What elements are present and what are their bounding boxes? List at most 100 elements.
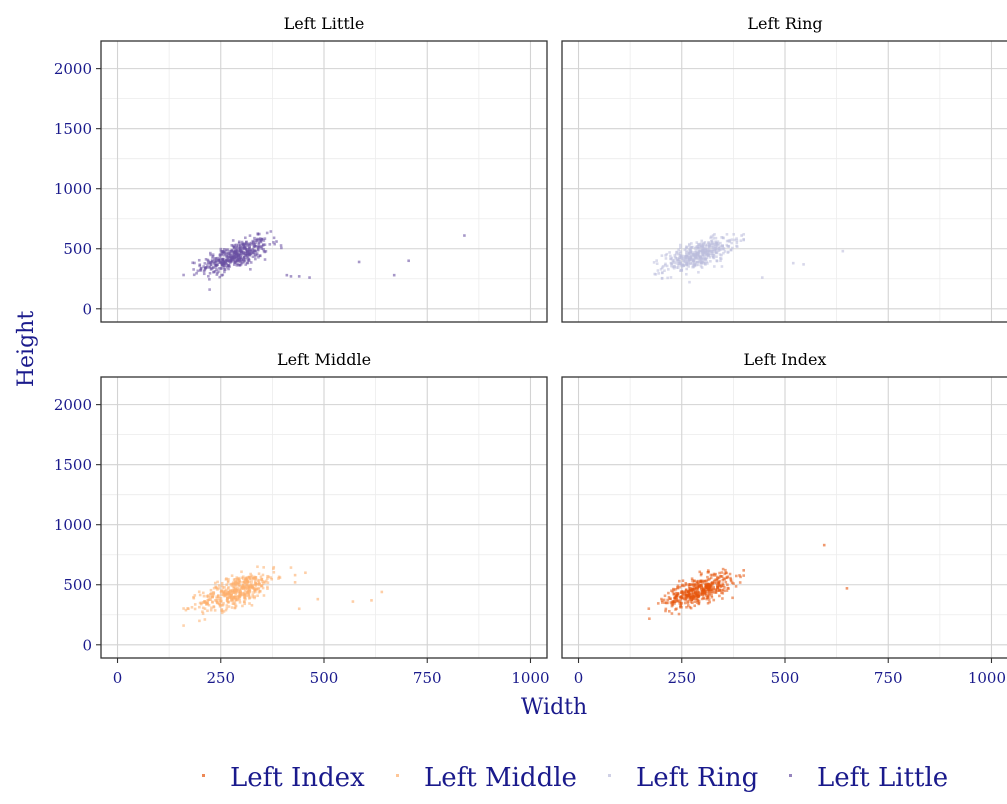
- data-point: [719, 259, 722, 263]
- data-point: [209, 608, 213, 612]
- data-point: [209, 598, 213, 601]
- data-point: [206, 595, 210, 599]
- data-point: [255, 587, 258, 591]
- data-point: [217, 584, 221, 587]
- data-point: [217, 597, 221, 600]
- data-point: [713, 233, 716, 236]
- data-point: [253, 252, 256, 255]
- data-point: [238, 595, 242, 598]
- data-point: [691, 595, 694, 598]
- data-point: [667, 595, 671, 599]
- data-point: [253, 239, 257, 242]
- data-point: [232, 581, 235, 584]
- data-point: [244, 254, 247, 257]
- data-point: [721, 597, 724, 600]
- data-point: [182, 607, 185, 610]
- data-point: [226, 581, 230, 584]
- data-point: [709, 259, 712, 263]
- data-point: [231, 602, 235, 605]
- data-point: [711, 246, 715, 249]
- data-point: [739, 575, 742, 579]
- data-point: [730, 238, 734, 241]
- data-point: [655, 259, 658, 262]
- data-point: [700, 572, 703, 575]
- panel-plot-area: [562, 41, 1007, 322]
- data-point: [678, 585, 682, 589]
- data-point: [213, 581, 217, 585]
- data-point: [709, 235, 713, 239]
- data-point: [261, 244, 265, 247]
- data-point: [732, 582, 735, 585]
- data-point: [693, 600, 697, 603]
- data-point: [257, 246, 260, 250]
- data-point: [677, 248, 680, 251]
- data-point: [212, 592, 215, 596]
- data-point: [729, 248, 733, 252]
- data-point: [238, 589, 241, 593]
- data-point: [252, 591, 255, 594]
- data-point: [235, 598, 239, 602]
- data-point: [220, 581, 224, 585]
- data-point: [220, 608, 224, 611]
- data-point: [674, 591, 678, 595]
- data-point: [689, 583, 692, 586]
- data-point: [212, 590, 215, 594]
- data-point: [699, 246, 703, 249]
- data-point: [688, 605, 692, 609]
- data-point: [695, 241, 699, 244]
- data-point: [681, 593, 685, 596]
- data-point-outlier: [275, 240, 278, 243]
- data-point: [690, 583, 694, 587]
- data-point: [252, 587, 256, 590]
- data-point: [215, 595, 219, 599]
- data-point: [728, 238, 732, 242]
- data-point: [262, 247, 265, 251]
- data-point: [685, 272, 688, 276]
- data-point: [661, 601, 664, 604]
- data-point: [665, 601, 668, 605]
- data-point: [242, 600, 246, 604]
- data-point: [687, 258, 691, 261]
- data-point: [254, 257, 257, 261]
- data-point: [742, 233, 746, 236]
- data-point: [202, 272, 206, 276]
- data-point: [201, 610, 204, 614]
- data-point: [674, 252, 678, 256]
- data-point: [729, 578, 733, 581]
- data-point: [727, 244, 730, 248]
- data-point: [215, 273, 219, 276]
- data-point: [714, 590, 718, 594]
- data-point: [688, 246, 692, 250]
- data-point: [233, 594, 237, 598]
- data-point: [223, 270, 226, 274]
- data-point: [710, 595, 714, 599]
- data-point: [672, 264, 676, 268]
- data-point-outlier: [256, 233, 260, 236]
- data-point: [227, 267, 230, 271]
- data-point: [234, 592, 238, 596]
- data-point: [689, 588, 692, 591]
- data-point: [712, 572, 716, 576]
- data-point: [673, 600, 676, 604]
- data-point: [709, 583, 713, 587]
- data-point: [202, 594, 206, 598]
- data-point: [721, 246, 724, 250]
- data-point: [700, 584, 703, 587]
- data-point-outlier: [841, 249, 845, 253]
- data-point: [228, 252, 232, 255]
- data-point: [712, 256, 716, 260]
- data-point: [251, 595, 254, 599]
- data-point: [258, 232, 261, 236]
- data-point: [724, 580, 728, 584]
- y-tick-label: 2000: [54, 396, 92, 414]
- x-tick-label: 750: [413, 669, 442, 687]
- data-point: [198, 605, 201, 609]
- data-point: [206, 258, 210, 262]
- data-point: [705, 249, 709, 253]
- data-point: [253, 575, 256, 579]
- data-point: [731, 246, 734, 250]
- data-point: [257, 586, 261, 590]
- data-point: [668, 251, 671, 254]
- data-point: [667, 591, 670, 595]
- data-point: [277, 575, 281, 579]
